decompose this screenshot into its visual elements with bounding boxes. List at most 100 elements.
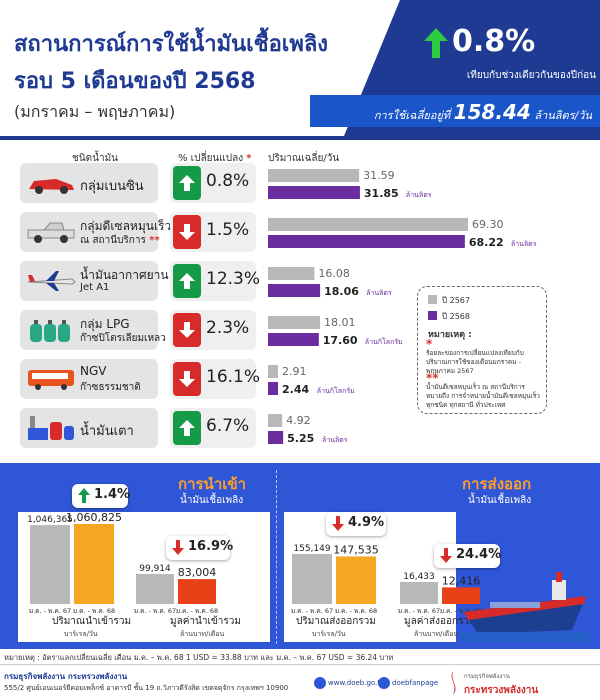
footer-address: 555/2 ศูนย์เอนเนอร์ยีคอมเพล็กซ์ อาคารบี … — [4, 684, 289, 692]
value-label-67: 16,433 — [403, 572, 435, 582]
import-subtitle: น้ำมันเชื้อเพลิง — [180, 495, 244, 506]
up-arrow-icon — [173, 264, 201, 298]
change-box: 16.1% — [170, 359, 260, 399]
gas-cylinder-icon — [26, 318, 76, 342]
up-arrow-icon — [424, 28, 448, 58]
ministry-logo-icon — [451, 671, 456, 695]
avg-prefix: การใช้เฉลี่ยอยู่ที่ — [373, 109, 451, 122]
change-box: 6.7% — [170, 408, 256, 448]
legend-label-2567: ปี 2567 — [442, 296, 470, 305]
bar-67 — [30, 525, 70, 604]
legend-swatch-2568 — [428, 311, 437, 320]
down-arrow-icon — [172, 540, 184, 555]
header-banner: สถานการณ์การใช้น้ำมันเชื้อเพลิง รอบ 5 เด… — [0, 0, 600, 140]
fuel-type-box: กลุ่ม LPG ก๊าซปิโตรเลียมเหลว — [20, 310, 166, 350]
change-box: 2.3% — [170, 310, 256, 350]
value-label-67: 1,046,365 — [27, 515, 73, 525]
import-value-unit: ล้านบาท/เดือน — [180, 630, 225, 638]
factory-icon — [26, 416, 76, 440]
export-volume-change-badge: 4.9% — [326, 512, 386, 536]
fuel-subname-star: ** — [145, 235, 160, 246]
value-label-67: 155,149 — [293, 544, 330, 554]
avg-unit: ล้านลิตร/วัน — [534, 109, 592, 122]
footer-department: กรมธุรกิจพลังงาน — [464, 673, 510, 680]
footer-org: กรมธุรกิจพลังงาน กระทรวงพลังงาน — [4, 672, 128, 681]
import-value-change-badge: 16.9% — [166, 536, 234, 560]
note-star-1: * — [426, 337, 433, 351]
average-usage-bar: การใช้เฉลี่ยอยู่ที่ 158.44 ล้านลิตร/วัน — [310, 95, 600, 127]
car-icon — [26, 171, 76, 195]
fuel-subname: ณ สถานีบริการ ** — [80, 235, 160, 246]
legend-label-2568: ปี 2568 — [442, 312, 470, 321]
col-head-change-star: * — [246, 153, 252, 164]
tanker-ship-icon — [460, 572, 590, 642]
airplane-icon — [26, 269, 76, 293]
change-value: 0.8% — [206, 171, 250, 191]
import-value-change: 16.9% — [188, 539, 234, 554]
pickup-truck-icon — [26, 220, 76, 244]
export-volume-change: 4.9% — [348, 515, 385, 530]
change-value: 2.3% — [206, 318, 250, 338]
fuel-subname: ก๊าซธรรมชาติ — [80, 382, 141, 393]
bar-68 — [178, 579, 216, 604]
category-label-67: ม.ค. - พ.ค. 67 — [134, 607, 176, 615]
facebook-icon — [378, 677, 390, 689]
category-label-68: ม.ค. - พ.ค. 68 — [176, 607, 218, 615]
legend-box: ปี 2567 ปี 2568 หมายเหตุ : * ร้อยละของกา… — [417, 286, 547, 414]
fuel-name: NGV — [80, 364, 107, 378]
footer-website[interactable]: www.doeb.go.th — [328, 679, 385, 687]
bus-icon — [26, 367, 76, 391]
import-volume-change: 1.4% — [94, 487, 131, 502]
change-value: 16.1% — [206, 367, 261, 387]
bar-68 — [74, 524, 114, 604]
bar-68 — [442, 587, 480, 604]
category-label-68: ม.ค. - พ.ค. 68 — [335, 607, 377, 615]
bar-67 — [136, 574, 174, 604]
category-label-67: ม.ค. - พ.ค. 67 — [398, 607, 440, 615]
change-box: 1.5% — [170, 212, 256, 252]
down-arrow-icon — [173, 313, 201, 347]
fuel-type-box: NGV ก๊าซธรรมชาติ — [20, 359, 158, 399]
note-2: น้ำมันดีเซลหมุนเร็ว ณ สถานีบริการ หมายถึ… — [426, 383, 540, 409]
up-arrow-icon — [173, 166, 201, 200]
col-head-type: ชนิดน้ำมัน — [72, 153, 118, 164]
export-subtitle: น้ำมันเชื้อเพลิง — [468, 495, 532, 506]
title-line-3: (มกราคม – พฤษภาคม) — [14, 102, 176, 121]
down-arrow-icon — [440, 548, 452, 563]
category-label-68: ม.ค. - พ.ค. 68 — [73, 607, 115, 615]
change-box: 0.8% — [170, 163, 256, 203]
note-star-2: ** — [426, 371, 439, 385]
up-arrow-icon — [78, 488, 90, 503]
export-value-caption: มูลค่าส่งออกรวม — [404, 616, 476, 627]
value-label-68: 147,535 — [333, 543, 379, 556]
footer: กรมธุรกิจพลังงาน กระทรวงพลังงาน 555/2 ศู… — [0, 664, 600, 700]
category-label-67: ม.ค. - พ.ค. 67 — [29, 607, 71, 615]
export-value-unit: ล้านบาท/เดือน — [414, 630, 459, 638]
section-divider — [276, 470, 277, 644]
change-value: 1.5% — [206, 220, 250, 240]
value-label-68: 12,416 — [442, 574, 481, 587]
bar-67 — [292, 554, 332, 604]
fuel-type-box: กลุ่มเบนซิน — [20, 163, 158, 203]
bar-68 — [336, 556, 376, 604]
export-title: การส่งออก — [462, 475, 532, 493]
exchange-rate-note: หมายเหตุ : อัตราแลกเปลี่ยนเฉลี่ย เดือน ม… — [4, 653, 394, 662]
overall-growth: 0.8% — [424, 24, 596, 64]
fuel-name: น้ำมันเตา — [80, 424, 134, 439]
down-arrow-icon — [173, 215, 201, 249]
fuel-type-box: น้ำมันอากาศยาน Jet A1 — [20, 261, 169, 301]
export-volume-caption: ปริมาณส่งออกรวม — [296, 616, 376, 627]
col-head-volume: ปริมาณเฉลี่ย/วัน — [268, 153, 340, 164]
avg-value: 158.44 — [453, 100, 531, 124]
note-title: หมายเหตุ : — [428, 330, 472, 340]
export-value-change-badge: 24.4% — [434, 544, 501, 568]
fuel-subname: ก๊าซปิโตรเลียมเหลว — [80, 333, 166, 344]
up-arrow-icon — [173, 411, 201, 445]
import-volume-unit: บาร์เรล/วัน — [64, 630, 98, 638]
import-volume-change-badge: 1.4% — [72, 484, 131, 508]
title-line-1: สถานการณ์การใช้น้ำมันเชื้อเพลิง — [14, 32, 329, 57]
import-volume-caption: ปริมาณนำเข้ารวม — [52, 616, 132, 627]
footer-facebook[interactable]: doebfanpage — [392, 679, 439, 687]
